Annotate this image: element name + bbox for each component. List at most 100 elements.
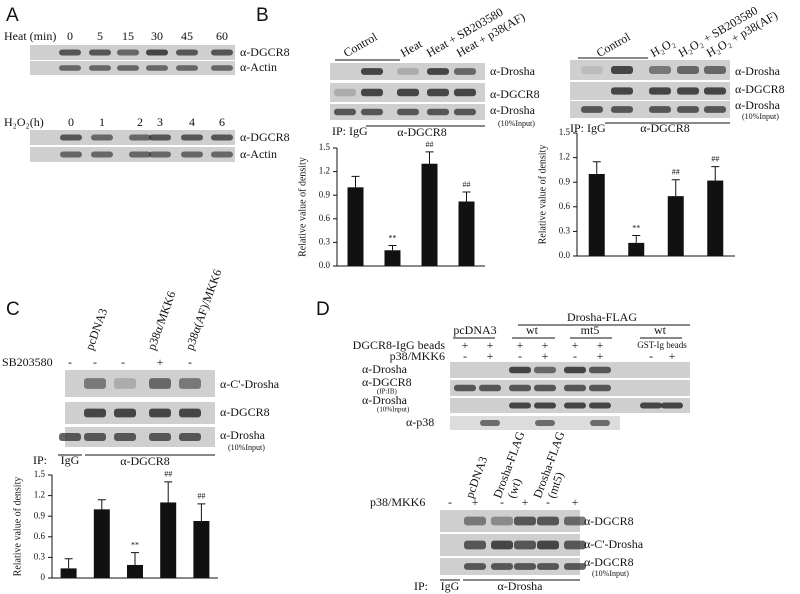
- label: +: [542, 338, 549, 352]
- label: α-Drosha: [498, 579, 544, 593]
- error-bar: [351, 175, 360, 188]
- label: pcDNA3: [82, 306, 110, 352]
- annotation: ##: [672, 168, 680, 177]
- label: α-DGCR8: [362, 375, 412, 389]
- y-tick-label: 0.9: [319, 189, 331, 199]
- band: [611, 87, 633, 95]
- y-tick-label: 0.9: [34, 510, 46, 520]
- band: [454, 108, 476, 116]
- band: [661, 402, 683, 409]
- error-bar: [671, 179, 680, 197]
- label: 0: [67, 29, 73, 43]
- label: α-Drosha: [735, 98, 781, 112]
- label: IP:: [414, 579, 428, 593]
- bar: [667, 196, 684, 256]
- band: [211, 65, 233, 71]
- band: [534, 366, 556, 374]
- band: [611, 66, 633, 74]
- label: -: [448, 495, 452, 509]
- label: -: [573, 349, 577, 363]
- label: α-Drosha: [490, 64, 536, 78]
- blot: [65, 427, 215, 447]
- bar: [707, 180, 724, 256]
- label: +: [487, 338, 494, 352]
- label: α-DGCR8: [735, 82, 785, 96]
- band: [427, 108, 449, 116]
- band: [479, 384, 501, 392]
- y-tick-label: 0.3: [34, 551, 46, 561]
- label: -: [463, 349, 467, 363]
- band: [397, 108, 419, 116]
- band: [176, 65, 198, 71]
- band: [117, 65, 139, 71]
- band: [564, 540, 586, 550]
- y-tick-label: 0.3: [559, 225, 571, 235]
- band: [537, 516, 559, 526]
- label: +: [157, 355, 164, 369]
- band: [397, 88, 419, 97]
- y-tick-label: 0: [41, 572, 46, 582]
- bar: [193, 521, 210, 578]
- label: 15: [122, 29, 134, 43]
- label: -: [500, 495, 504, 509]
- label: IgG: [441, 579, 460, 593]
- band: [149, 378, 171, 389]
- band: [361, 88, 383, 97]
- band: [181, 151, 203, 158]
- label: H₂O₂: [648, 35, 677, 60]
- y-tick-label: 1.2: [559, 152, 570, 162]
- band: [361, 108, 383, 116]
- label: α-Actin: [240, 60, 277, 74]
- band: [149, 408, 171, 418]
- label: α-DGCR8: [220, 405, 270, 419]
- band: [211, 151, 233, 158]
- y-tick-label: 0.0: [559, 250, 571, 260]
- label: p38/MKK6: [390, 349, 445, 363]
- label: +: [462, 338, 469, 352]
- error-bar: [64, 558, 73, 569]
- annotation: **: [389, 233, 397, 242]
- error-bar: [131, 552, 139, 565]
- y-axis-label: Relative value of density: [297, 157, 308, 257]
- band: [589, 366, 611, 374]
- label: (10%Input): [742, 112, 779, 121]
- band: [590, 420, 610, 426]
- band: [509, 384, 531, 392]
- label: wt: [526, 323, 539, 337]
- label: +: [669, 349, 676, 363]
- y-tick-label: 1.5: [34, 469, 46, 479]
- band: [59, 49, 81, 56]
- band: [397, 68, 419, 75]
- label: α-DGCR8: [584, 514, 634, 528]
- band: [454, 68, 476, 75]
- label: 2: [137, 115, 143, 129]
- y-tick-label: 1.2: [34, 490, 45, 500]
- annotation: ##: [463, 180, 471, 189]
- label: 60: [216, 29, 228, 43]
- label: +: [572, 338, 579, 352]
- band: [537, 540, 559, 550]
- label: α-Drosha: [490, 103, 536, 117]
- label: H₂O₂(h): [4, 115, 44, 129]
- error-bar: [462, 191, 471, 202]
- band: [677, 66, 699, 74]
- label: p38/MKK6: [370, 495, 425, 509]
- y-tick-label: 1.2: [319, 166, 330, 176]
- label: +: [542, 349, 549, 363]
- band: [146, 49, 168, 56]
- label: 1: [99, 115, 105, 129]
- band: [211, 49, 233, 56]
- label: 45: [181, 29, 193, 43]
- label: +: [487, 349, 494, 363]
- bar: [588, 174, 605, 256]
- band: [84, 378, 106, 389]
- y-tick-label: 0.6: [559, 201, 571, 211]
- bar: [384, 250, 401, 266]
- annotation: ##: [164, 470, 172, 479]
- band: [149, 134, 171, 141]
- band: [464, 516, 486, 526]
- label: (10%Input): [228, 443, 265, 452]
- band: [454, 384, 476, 392]
- label: IgG: [61, 453, 80, 467]
- band: [211, 134, 233, 141]
